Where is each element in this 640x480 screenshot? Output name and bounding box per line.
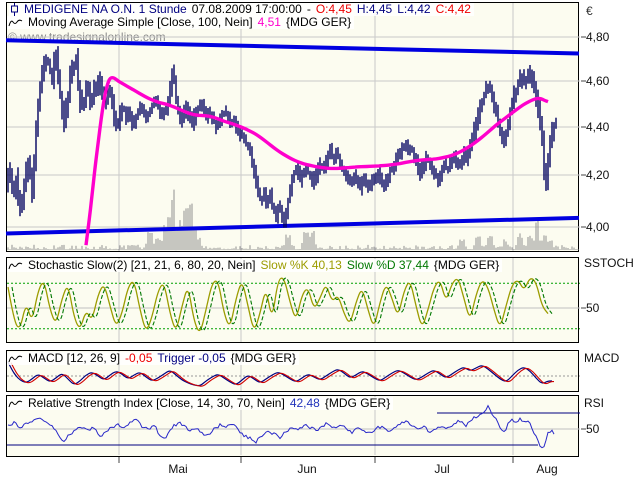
stochastic-mid-label: 50 xyxy=(586,301,600,315)
currency-unit-label: € xyxy=(586,4,593,18)
rsi-header[interactable]: Relative Strength Index [Close, 14, 30, … xyxy=(7,396,394,410)
price-axis-label: 4,80 xyxy=(586,30,610,44)
separator: - xyxy=(306,2,311,16)
price-axis-label: 4,00 xyxy=(586,220,610,234)
month-label-jul: Jul xyxy=(434,462,450,476)
rsi-suffix: {MDG GER} xyxy=(324,396,391,410)
close-value: C:4,42 xyxy=(435,2,471,16)
ma-indicator-header[interactable]: Moving Average Simple [Close, 100, Nein]… xyxy=(7,15,355,29)
low-value: L:4,42 xyxy=(397,2,431,16)
instrument-title: MEDIGENE NA O.N. 1 Stunde xyxy=(24,2,187,16)
stochastic-d-value: Slow %D 37,44 xyxy=(346,258,429,272)
indicator-wave-icon xyxy=(8,18,23,28)
rsi-mid-label: 50 xyxy=(586,422,600,436)
price-panel-header[interactable]: MEDIGENE NA O.N. 1 Stunde 07.08.2009 17:… xyxy=(9,3,474,16)
month-label-jun: Jun xyxy=(297,462,317,476)
stochastic-k-value: Slow %K 40,13 xyxy=(260,258,342,272)
macd-header[interactable]: MACD [12, 26, 9] -0,05 Trigger -0,05 {MD… xyxy=(7,351,300,365)
stochastic-title: Stochastic Slow(2) [21, 21, 6, 80, 20, N… xyxy=(28,258,256,272)
ma-suffix: {MDG GER} xyxy=(285,15,352,29)
rsi-axis-label: RSI xyxy=(584,396,605,410)
bar-datetime: 07.08.2009 17:00:00 xyxy=(191,2,302,16)
open-value: O:4,45 xyxy=(315,2,352,16)
month-label-mai: Mai xyxy=(168,462,188,476)
indicator-wave-icon xyxy=(8,354,23,364)
price-axis-label: 4,40 xyxy=(586,120,610,134)
rsi-title: Relative Strength Index [Close, 14, 30, … xyxy=(28,396,285,410)
candlestick-icon xyxy=(10,3,19,16)
macd-value: -0,05 xyxy=(125,351,153,365)
macd-title: MACD [12, 26, 9] xyxy=(28,351,121,365)
stochastic-axis-label: SSTOCH xyxy=(584,256,634,270)
ma-name: Moving Average Simple [Close, 100, Nein] xyxy=(28,15,253,29)
indicator-wave-icon xyxy=(8,399,23,409)
macd-suffix: {MDG GER} xyxy=(230,351,297,365)
rsi-value: 42,48 xyxy=(289,396,320,410)
price-axis-label: 4,60 xyxy=(586,74,610,88)
ma-value: 4,51 xyxy=(257,15,281,29)
stochastic-suffix: {MDG GER} xyxy=(433,258,500,272)
macd-trigger-value: Trigger -0,05 xyxy=(157,351,226,365)
price-axis-label: 4,20 xyxy=(586,168,610,182)
month-label-aug: Aug xyxy=(536,462,558,476)
indicator-wave-icon xyxy=(8,261,23,271)
high-value: H:4,45 xyxy=(356,2,393,16)
stochastic-header[interactable]: Stochastic Slow(2) [21, 21, 6, 80, 20, N… xyxy=(7,258,503,272)
macd-axis-label: MACD xyxy=(584,351,620,365)
